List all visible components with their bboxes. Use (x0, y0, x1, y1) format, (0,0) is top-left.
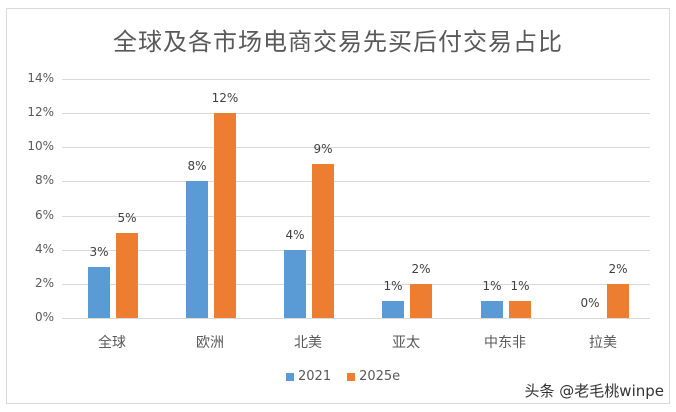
data-label: 1% (383, 278, 403, 293)
chart-frame (6, 8, 670, 404)
y-tick-label: 10% (27, 139, 54, 154)
y-tick-label: 8% (34, 173, 54, 188)
bar-2021 (88, 266, 110, 318)
watermark: 头条 @老毛桃winpe (524, 382, 664, 400)
legend-swatch-2025e (347, 372, 356, 381)
y-tick-label: 6% (34, 207, 54, 222)
gridline (62, 318, 650, 319)
bar-2025e (410, 283, 432, 318)
gridline (62, 147, 650, 149)
bar-2021 (382, 300, 404, 318)
data-label: 1% (510, 278, 530, 293)
data-label: 12% (211, 91, 239, 106)
gridline (62, 249, 650, 251)
data-label: 5% (117, 210, 137, 225)
gridline (62, 181, 650, 183)
y-tick-label: 14% (27, 71, 54, 85)
data-label: 0% (580, 296, 600, 310)
y-tick-label: 4% (34, 241, 54, 256)
data-label: 2% (411, 261, 431, 276)
bar-2025e (312, 164, 334, 318)
y-tick-label: 12% (27, 105, 54, 120)
y-tick-label: 0% (34, 310, 54, 324)
gridline (62, 283, 650, 285)
legend-label-2025e: 2025e (359, 369, 401, 384)
bar-2021 (186, 181, 208, 318)
x-tick-label: 全球 (98, 335, 126, 351)
legend-item-2021: 2021 (286, 369, 331, 384)
legend-swatch-2021 (286, 372, 294, 381)
data-label: 1% (482, 278, 502, 293)
chart-title: 全球及各市场电商交易先买后付交易占比 (113, 28, 563, 56)
data-label: 9% (313, 142, 333, 157)
legend: 2021 2025e (286, 369, 416, 384)
bar-2025e (607, 283, 629, 318)
x-tick-label: 中东非 (484, 335, 526, 351)
bar-2021 (481, 300, 503, 318)
bar-2025e (509, 300, 531, 318)
bar-2025e (116, 232, 138, 318)
gridline (62, 215, 650, 217)
x-tick-label: 欧洲 (196, 335, 224, 351)
bar-2021 (284, 249, 306, 318)
x-tick-label: 拉美 (589, 335, 617, 351)
data-label: 4% (285, 227, 305, 242)
bar-2025e (214, 113, 236, 318)
legend-item-2025e: 2025e (347, 369, 400, 384)
data-label: 2% (608, 261, 628, 276)
data-label: 3% (89, 244, 109, 259)
y-tick-label: 2% (34, 275, 54, 290)
gridline (62, 79, 650, 80)
x-tick-label: 北美 (294, 335, 322, 351)
legend-label-2021: 2021 (298, 369, 332, 384)
gridline (62, 113, 650, 115)
data-label: 8% (187, 159, 207, 174)
x-tick-label: 亚太 (392, 335, 420, 351)
